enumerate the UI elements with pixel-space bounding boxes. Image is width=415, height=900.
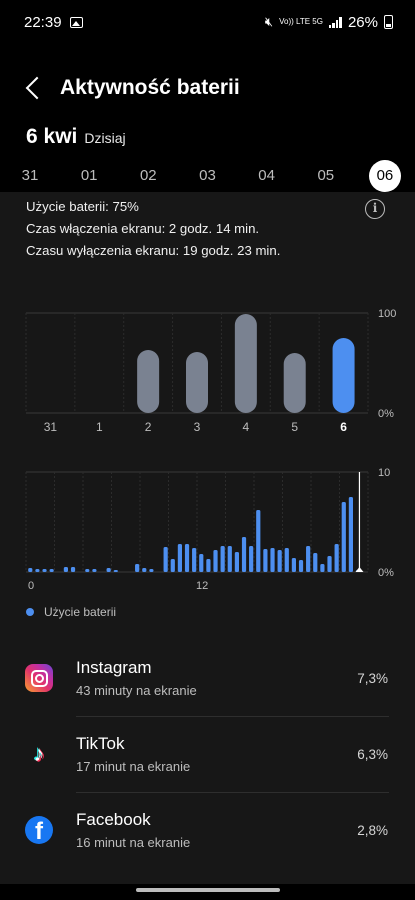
app-name: Instagram xyxy=(76,658,152,677)
list-item-instagram[interactable]: Instagram 43 minuty na ekranie 7,3% xyxy=(0,640,415,716)
network-type-label: Vo)) LTE 5G xyxy=(279,17,323,26)
screen-on-time-text: Czas włączenia ekranu: 2 godz. 14 min. xyxy=(26,221,260,236)
battery-usage-text: Użycie baterii: 75% xyxy=(26,199,139,214)
app-percent: 7,3% xyxy=(357,670,388,686)
gesture-bar[interactable] xyxy=(136,888,280,892)
facebook-icon xyxy=(25,816,53,846)
date-main: 6 kwi xyxy=(26,125,78,148)
app-screen-time: 17 minut na ekranie xyxy=(76,759,191,774)
day-01[interactable]: 01 xyxy=(80,167,98,184)
app-text: Instagram 43 minuty na ekranie xyxy=(76,658,197,698)
usage-summary: Użycie baterii: 75% Czas włączenia ekran… xyxy=(26,196,280,262)
battery-percent: 26% xyxy=(347,13,378,31)
list-item-facebook[interactable]: Facebook 16 minut na ekranie 2,8% xyxy=(0,792,415,868)
day-03[interactable]: 03 xyxy=(199,167,216,184)
screen-off-time-text: Czasu wyłączenia ekranu: 19 godz. 23 min… xyxy=(26,243,281,258)
legend-label: Użycie baterii xyxy=(44,605,117,619)
day-06[interactable]: 06 xyxy=(368,160,401,192)
list-item-tiktok[interactable]: ♪ TikTok 17 minut na ekranie 6,3% xyxy=(0,716,415,792)
app-text: TikTok 17 minut na ekranie xyxy=(76,734,190,774)
page-title: Aktywność baterii xyxy=(60,76,240,99)
header: Aktywność baterii xyxy=(0,68,415,108)
image-notification-icon xyxy=(69,16,83,28)
status-icons: 🔇︎ Vo)) LTE 5G 26% xyxy=(265,14,393,31)
info-icon[interactable]: i xyxy=(365,199,385,219)
app-list: Instagram 43 minuty na ekranie 7,3% ♪ Ti… xyxy=(0,640,415,868)
app-percent: 2,8% xyxy=(357,822,388,838)
battery-icon xyxy=(384,15,393,29)
day-05[interactable]: 05 xyxy=(317,167,335,184)
instagram-icon xyxy=(25,664,53,692)
status-time: 22:39 xyxy=(24,13,62,31)
status-bar: 22:39 🔇︎ Vo)) LTE 5G 26% xyxy=(0,0,415,44)
app-text: Facebook 16 minut na ekranie xyxy=(76,810,190,850)
app-percent: 6,3% xyxy=(357,746,388,762)
app-screen-time: 43 minuty na ekranie xyxy=(76,683,197,698)
day-04[interactable]: 04 xyxy=(258,167,275,184)
tiktok-icon: ♪ xyxy=(33,741,45,766)
date-heading: 6 kwi Dzisiaj xyxy=(26,125,126,149)
chart-legend: Użycie baterii xyxy=(26,605,116,619)
mute-icon: 🔇︎ xyxy=(264,14,274,29)
back-arrow-icon[interactable] xyxy=(14,68,54,108)
day-selector: 31 01 02 03 04 05 06 xyxy=(14,160,401,192)
app-screen-time: 16 minut na ekranie xyxy=(76,835,191,850)
app-name: TikTok xyxy=(76,734,125,753)
day-02[interactable]: 02 xyxy=(139,167,157,184)
legend-dot xyxy=(26,608,34,616)
app-name: Facebook xyxy=(76,810,151,829)
signal-icon xyxy=(328,16,342,28)
date-sub: Dzisiaj xyxy=(84,130,126,146)
day-31[interactable]: 31 xyxy=(21,167,39,184)
